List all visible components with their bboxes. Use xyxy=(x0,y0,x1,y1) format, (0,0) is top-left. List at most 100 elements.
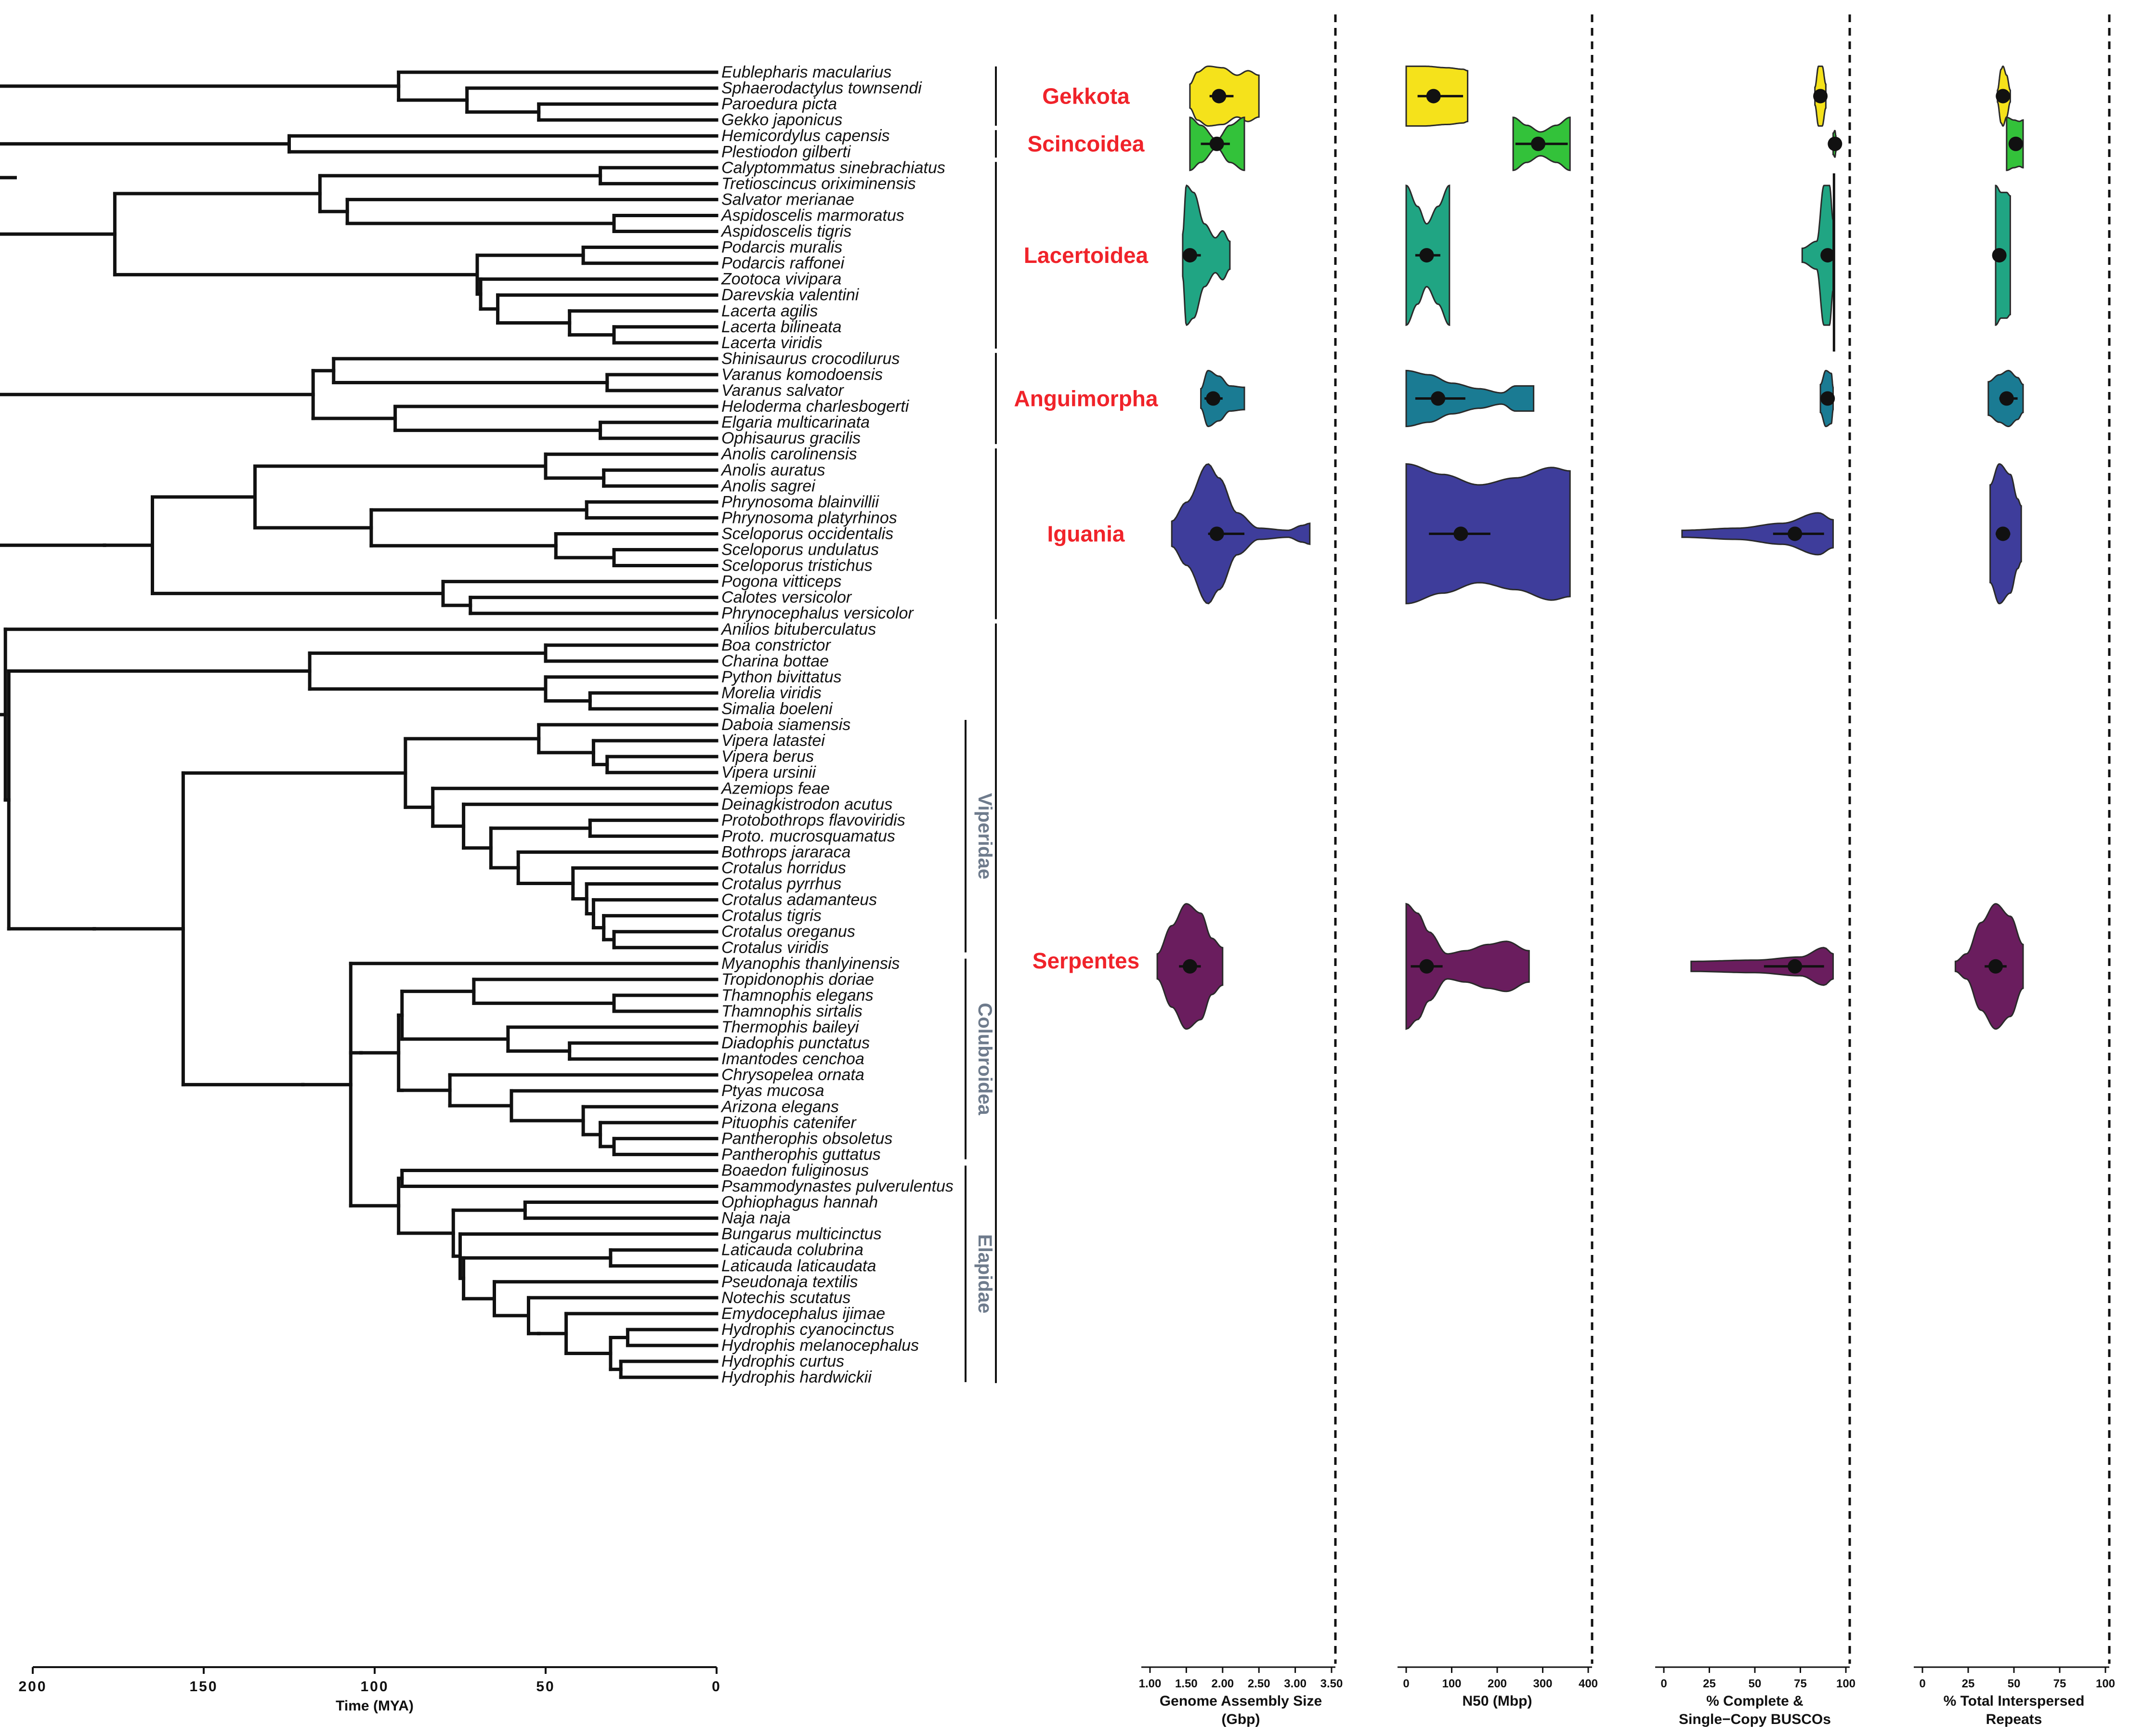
tip-label: Anilios bituberculatus xyxy=(720,620,876,639)
violin-mean-point xyxy=(2008,136,2023,151)
panel-axis-title: Repeats xyxy=(1986,1711,2042,1727)
tip-label: Pantherophis obsoletus xyxy=(721,1129,892,1148)
tip-label: Psammodynastes pulverulentus xyxy=(721,1177,954,1196)
tip-label: Hydrophis curtus xyxy=(721,1352,844,1371)
tip-label: Pseudonaja textilis xyxy=(721,1273,858,1291)
clade-label: Anguimorpha xyxy=(1014,386,1158,411)
tip-label: Diadophis punctatus xyxy=(721,1034,870,1052)
tip-label: Lacerta viridis xyxy=(721,334,823,352)
violin-body xyxy=(1182,184,1231,326)
tip-label: Boa constrictor xyxy=(721,636,831,654)
violin-panels: 1.00 1.50 2.00 2.50 3.00 3.50 Genome Assembly … xyxy=(1139,14,2115,1727)
violin-mean-point xyxy=(1996,526,2011,541)
tip-label: Crotalus horridus xyxy=(721,859,846,877)
violin-mean-point xyxy=(1209,526,1224,541)
tip-label: Morelia viridis xyxy=(721,684,822,702)
tip-label: Crotalus adamanteus xyxy=(721,891,877,909)
tip-label: Anolis sagrei xyxy=(720,477,816,495)
tip-label: Salvator merianae xyxy=(721,190,854,209)
phylogenetic-tree xyxy=(0,70,719,1379)
panel-tick-label: 25 xyxy=(1962,1677,1975,1690)
tip-label: Pituophis catenifer xyxy=(721,1113,857,1132)
tip-label: Myanophis thanlyinensis xyxy=(721,954,900,973)
tip-label: Ptyas mucosa xyxy=(721,1082,824,1100)
panel-tick-label: 100 xyxy=(1836,1677,1856,1690)
panel-tick-label: 100 xyxy=(2096,1677,2115,1690)
violin-mean-point xyxy=(1531,136,1546,151)
tip-label: Elgaria multicarinata xyxy=(721,413,870,431)
time-axis-tick-label: 150 xyxy=(189,1679,218,1695)
tip-label: Sceloporus tristichus xyxy=(721,557,873,575)
tip-label: Shinisaurus crocodilurus xyxy=(721,350,900,368)
tip-label: Crotalus viridis xyxy=(721,939,829,957)
tip-label: Bothrops jararaca xyxy=(721,843,850,861)
panel-axis-title: % Complete & xyxy=(1706,1693,1803,1709)
tip-label: Sphaerodactylus townsendi xyxy=(721,79,922,97)
tip-label: Phrynosoma blainvillii xyxy=(721,493,879,511)
tip-label: Varanus komodoensis xyxy=(721,365,883,384)
tip-label: Crotalus oreganus xyxy=(721,923,855,941)
tip-label: Hydrophis hardwickii xyxy=(721,1368,872,1386)
violin-panel: 0 25 50 75 100 % Complete & Single−Copy BUSCOs xyxy=(1655,14,1856,1727)
tip-label: Aspidoscelis tigris xyxy=(720,222,851,241)
tip-label: Sceloporus undulatus xyxy=(721,541,879,559)
tip-label: Anolis auratus xyxy=(720,461,825,479)
violin-mean-point xyxy=(1212,89,1227,104)
violin-mean-point xyxy=(1788,959,1803,974)
tip-label: Phrynocephalus versicolor xyxy=(721,604,914,623)
tip-label: Hydrophis cyanocinctus xyxy=(721,1320,894,1339)
panel-tick-label: 1.00 xyxy=(1139,1677,1162,1690)
tip-label: Ophiophagus hannah xyxy=(721,1193,878,1212)
subclade-label: Elapidae xyxy=(974,1234,995,1314)
tip-label: Paroedura picta xyxy=(721,95,837,113)
violin-mean-point xyxy=(1419,248,1434,263)
panel-tick-label: 75 xyxy=(1794,1677,1807,1690)
tip-label: Sceloporus occidentalis xyxy=(721,524,893,543)
violin-panel: 1.00 1.50 2.00 2.50 3.00 3.50 Genome Assembly … xyxy=(1139,14,1343,1727)
violin-mean-point xyxy=(1426,89,1441,104)
tip-label: Emydocephalus ijimae xyxy=(721,1305,885,1323)
violin-panel: 0 25 50 75 100 % Total Interspersed Repeats xyxy=(1914,14,2115,1727)
violin-mean-point xyxy=(1828,136,1843,151)
tip-label: Pantherophis guttatus xyxy=(721,1145,881,1163)
violin-mean-point xyxy=(1996,89,2011,104)
tip-label: Lacerta agilis xyxy=(721,302,818,320)
tip-label: Vipera latastei xyxy=(721,731,825,750)
violin-mean-point xyxy=(1209,136,1224,151)
violin-body xyxy=(1681,512,1834,556)
panel-axis-title: Genome Assembly Size xyxy=(1160,1693,1322,1709)
tip-label: Imantodes cenchoa xyxy=(721,1050,864,1068)
panel-tick-label: 75 xyxy=(2053,1677,2066,1690)
violin-mean-point xyxy=(1820,391,1835,406)
time-axis-title: Time (MYA) xyxy=(336,1698,414,1714)
tip-label: Pogona vitticeps xyxy=(721,573,842,591)
tip-label: Anolis carolinensis xyxy=(720,445,857,463)
tip-label: Eublepharis macularius xyxy=(721,63,891,81)
clade-label: Scincoidea xyxy=(1028,131,1145,157)
tip-label: Aspidoscelis marmoratus xyxy=(720,206,904,224)
tip-label: Plestiodon gilberti xyxy=(721,143,851,161)
tip-label: Arizona elegans xyxy=(720,1097,839,1116)
violin-mean-point xyxy=(1206,391,1221,406)
panel-tick-label: 300 xyxy=(1533,1677,1552,1690)
clade-label: Gekkota xyxy=(1042,84,1130,109)
tip-label: Daboia siamensis xyxy=(721,716,850,734)
time-axis-tick-label: 200 xyxy=(18,1679,47,1695)
tip-label: Laticauda colubrina xyxy=(721,1241,863,1259)
tip-label: Ophisaurus gracilis xyxy=(721,429,861,447)
violin-mean-point xyxy=(1992,248,2007,263)
violin-body xyxy=(1690,947,1834,986)
panel-tick-label: 3.00 xyxy=(1284,1677,1307,1690)
clade-label: Lacertoidea xyxy=(1024,243,1149,268)
tip-label: Calyptommatus sinebrachiatus xyxy=(721,158,945,177)
violin-mean-point xyxy=(1182,959,1197,974)
tip-label: Hemicordylus capensis xyxy=(721,127,890,145)
tip-label: Varanus salvator xyxy=(721,381,845,400)
panel-tick-label: 200 xyxy=(1488,1677,1507,1690)
clade-label: Serpentes xyxy=(1032,948,1139,973)
tip-label: Darevskia valentini xyxy=(721,286,860,304)
tip-label: Thamnophis elegans xyxy=(721,986,874,1005)
tip-label: Azemiops feae xyxy=(720,779,830,797)
tip-label: Tretioscincus oriximinensis xyxy=(721,174,916,193)
